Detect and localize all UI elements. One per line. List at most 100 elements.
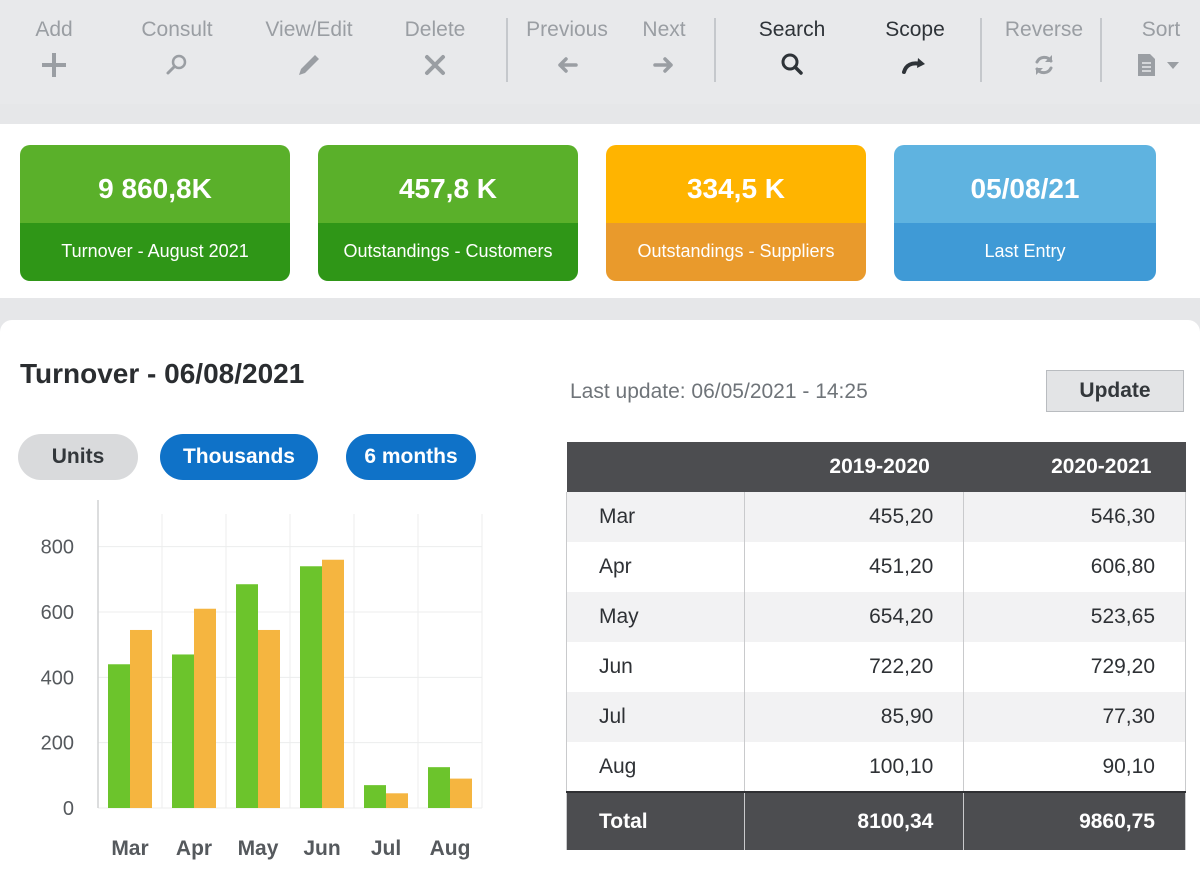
table-header-2019-2020: 2019-2020 bbox=[744, 442, 964, 492]
delete-button[interactable]: Delete bbox=[398, 18, 472, 90]
value-cell: 77,30 bbox=[963, 692, 1186, 742]
kpi-outstandings-suppliers[interactable]: 334,5 K Outstandings - Suppliers bbox=[606, 145, 866, 281]
delete-label: Delete bbox=[404, 18, 466, 41]
add-label: Add bbox=[35, 18, 73, 41]
bar bbox=[300, 566, 322, 808]
previous-button[interactable]: Previous bbox=[522, 18, 612, 90]
month-cell: Jun bbox=[566, 642, 745, 692]
search-label: Search bbox=[758, 18, 826, 41]
bar bbox=[450, 778, 472, 808]
bar bbox=[258, 629, 280, 808]
month-cell: Jul bbox=[566, 692, 745, 742]
add-button[interactable]: Add bbox=[24, 18, 84, 90]
total-label: Total bbox=[566, 791, 745, 850]
x-tick-label: Jun bbox=[303, 837, 340, 860]
table-row: Apr 451,20 606,80 bbox=[566, 542, 1186, 592]
value-cell: 654,20 bbox=[743, 592, 964, 642]
kpi-caption: Turnover - August 2021 bbox=[20, 223, 290, 281]
toolbar-separator bbox=[980, 18, 982, 82]
kpi-last-entry[interactable]: 05/08/21 Last Entry bbox=[894, 145, 1156, 281]
toolbar: Add Consult View/Edit Delete Previous Ne… bbox=[0, 0, 1200, 104]
redo-icon bbox=[902, 58, 925, 74]
value-cell: 455,20 bbox=[743, 492, 964, 542]
bar bbox=[194, 608, 216, 808]
y-tick-label: 600 bbox=[41, 602, 74, 624]
close-icon bbox=[425, 55, 445, 75]
value-cell: 523,65 bbox=[963, 592, 1186, 642]
refresh-icon bbox=[1035, 55, 1053, 75]
scope-button[interactable]: Scope bbox=[880, 18, 950, 90]
search-button[interactable]: Search bbox=[752, 18, 832, 90]
kpi-value: 334,5 K bbox=[606, 145, 866, 223]
total-value: 9860,75 bbox=[963, 791, 1186, 850]
kpi-value: 457,8 K bbox=[318, 145, 578, 223]
table-row: Jun 722,20 729,20 bbox=[566, 642, 1186, 692]
total-value: 8100,34 bbox=[743, 791, 964, 850]
magnifier-icon bbox=[166, 54, 187, 75]
bar bbox=[172, 654, 194, 808]
bar bbox=[322, 559, 344, 808]
pencil-icon bbox=[299, 55, 319, 75]
reverse-button[interactable]: Reverse bbox=[1000, 18, 1088, 90]
y-tick-label: 400 bbox=[41, 667, 74, 689]
table-row: Jul 85,90 77,30 bbox=[566, 692, 1186, 742]
next-button[interactable]: Next bbox=[636, 18, 692, 90]
value-cell: 85,90 bbox=[743, 692, 964, 742]
kpi-turnover[interactable]: 9 860,8K Turnover - August 2021 bbox=[20, 145, 290, 281]
last-update-text: Last update: 06/05/2021 - 14:25 bbox=[570, 380, 868, 403]
y-tick-label: 800 bbox=[41, 537, 74, 559]
bar bbox=[236, 584, 258, 808]
month-cell: Apr bbox=[566, 542, 745, 592]
x-tick-label: Jul bbox=[371, 837, 401, 860]
toolbar-separator bbox=[506, 18, 508, 82]
plus-icon bbox=[42, 53, 66, 77]
table-row: Mar 455,20 546,30 bbox=[566, 492, 1186, 542]
toolbar-separator bbox=[1100, 18, 1102, 82]
kpi-caption: Last Entry bbox=[894, 223, 1156, 281]
page-title: Turnover - 06/08/2021 bbox=[20, 358, 305, 389]
document-dropdown-icon bbox=[1138, 54, 1179, 76]
table-header-row: 2019-2020 2020-2021 bbox=[566, 442, 1186, 492]
next-label: Next bbox=[642, 18, 686, 41]
x-tick-label: Mar bbox=[111, 837, 148, 860]
reverse-label: Reverse bbox=[1004, 18, 1084, 41]
bar bbox=[428, 767, 450, 808]
table-header-2020-2021: 2020-2021 bbox=[963, 442, 1186, 492]
table-total-row: Total 8100,34 9860,75 bbox=[566, 791, 1186, 850]
x-tick-label: Apr bbox=[176, 837, 212, 860]
y-tick-label: 0 bbox=[63, 798, 74, 820]
value-cell: 606,80 bbox=[963, 542, 1186, 592]
view-edit-label: View/Edit bbox=[265, 18, 353, 41]
kpi-caption: Outstandings - Suppliers bbox=[606, 223, 866, 281]
month-cell: May bbox=[566, 592, 745, 642]
arrow-right-icon bbox=[653, 57, 673, 73]
bar bbox=[386, 793, 408, 808]
sort-button[interactable]: Sort bbox=[1128, 18, 1194, 90]
turnover-panel: Turnover - 06/08/2021 Last update: 06/05… bbox=[0, 320, 1200, 892]
table-row: May 654,20 523,65 bbox=[566, 592, 1186, 642]
value-cell: 722,20 bbox=[743, 642, 964, 692]
units-toggle[interactable]: Units bbox=[18, 434, 138, 480]
search-icon bbox=[781, 53, 803, 75]
thousands-toggle[interactable]: Thousands bbox=[160, 434, 318, 480]
toolbar-separator bbox=[714, 18, 716, 82]
six-months-toggle[interactable]: 6 months bbox=[346, 434, 476, 480]
kpi-caption: Outstandings - Customers bbox=[318, 223, 578, 281]
sort-label: Sort bbox=[1141, 18, 1181, 41]
view-edit-button[interactable]: View/Edit bbox=[258, 18, 360, 90]
update-button[interactable]: Update bbox=[1046, 370, 1184, 412]
value-cell: 546,30 bbox=[963, 492, 1186, 542]
y-tick-label: 200 bbox=[41, 733, 74, 755]
value-cell: 100,10 bbox=[743, 742, 964, 792]
kpi-band: 9 860,8K Turnover - August 2021 457,8 K … bbox=[0, 124, 1200, 298]
kpi-outstandings-customers[interactable]: 457,8 K Outstandings - Customers bbox=[318, 145, 578, 281]
turnover-table: 2019-2020 2020-2021 Mar 455,20 546,30 Ap… bbox=[566, 442, 1186, 850]
x-tick-label: Aug bbox=[430, 837, 471, 860]
value-cell: 451,20 bbox=[743, 542, 964, 592]
bar bbox=[130, 629, 152, 808]
consult-button[interactable]: Consult bbox=[133, 18, 221, 90]
table-header-month bbox=[566, 442, 745, 492]
value-cell: 90,10 bbox=[963, 742, 1186, 792]
bar bbox=[364, 785, 386, 808]
month-cell: Aug bbox=[566, 742, 745, 792]
